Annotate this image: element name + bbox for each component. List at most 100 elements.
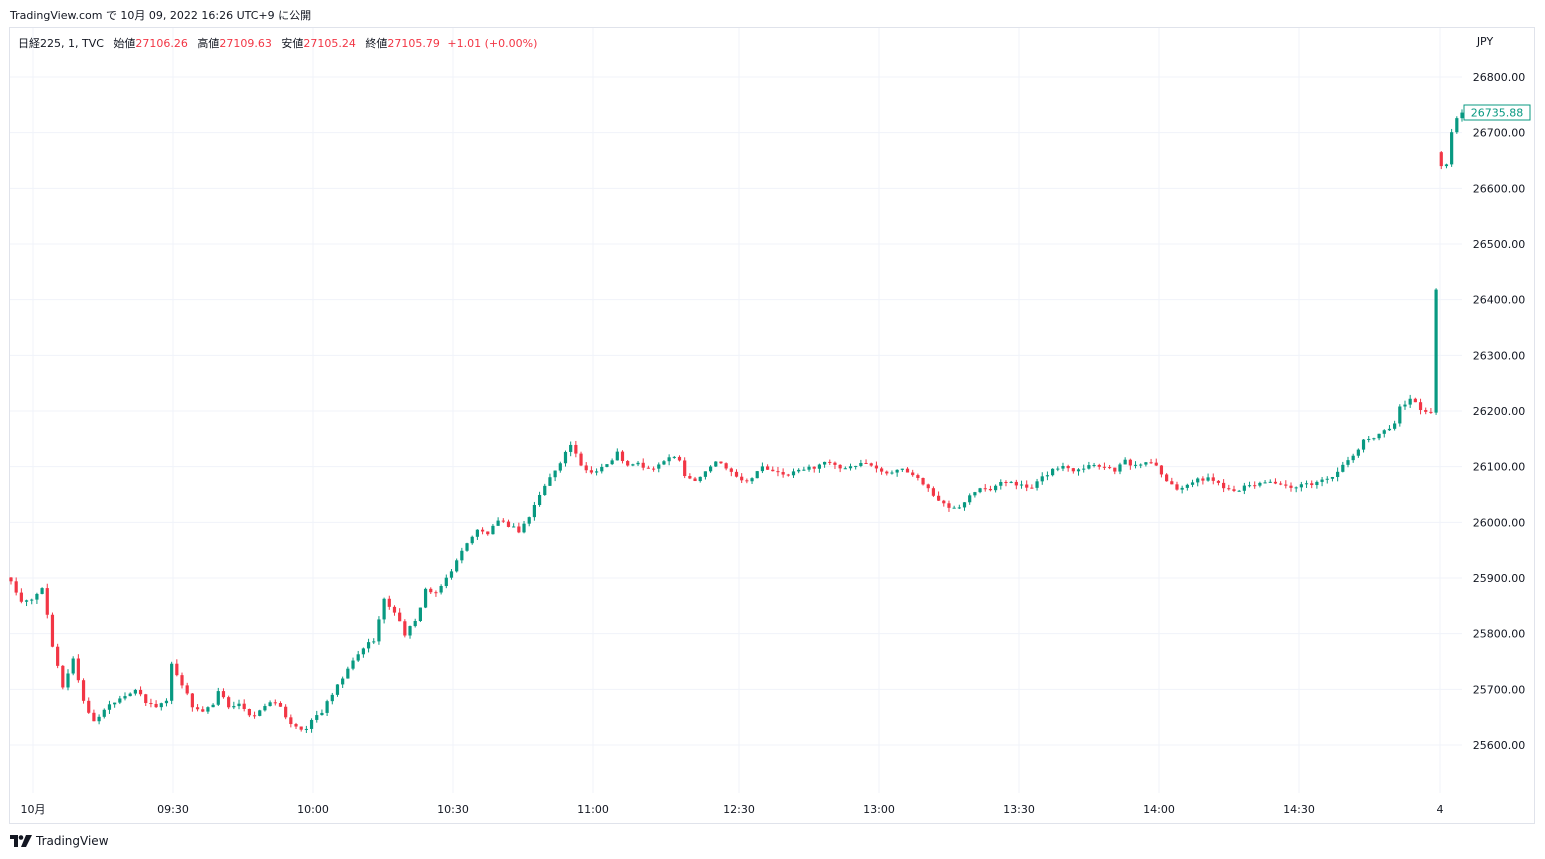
- candle-body: [1299, 484, 1303, 488]
- candle-body: [45, 588, 49, 615]
- candle-body: [1398, 406, 1402, 424]
- price-axis[interactable]: 26800.00 26700.00 26600.00 26500.00 26400.00…: [1473, 71, 1526, 752]
- candle-body: [429, 588, 433, 593]
- time-axis[interactable]: 10月 09:30 10:00 10:30 11:00 12:30 13:00 13:30 14…: [21, 803, 1444, 816]
- candle-body: [548, 477, 552, 486]
- candle-body: [1206, 477, 1210, 481]
- candle-body: [1051, 468, 1055, 476]
- candle-body: [802, 469, 806, 471]
- candle-body: [973, 492, 977, 496]
- candle-body: [1004, 481, 1008, 483]
- candle-body: [30, 599, 34, 601]
- candle-body: [937, 495, 941, 501]
- candle-body: [444, 577, 448, 587]
- candle-body: [1139, 464, 1143, 466]
- candle-body: [1190, 482, 1195, 485]
- candle-body: [605, 464, 609, 467]
- candle-body: [916, 475, 920, 479]
- candle-body: [449, 571, 454, 578]
- candle-body: [786, 474, 790, 476]
- candle-body: [1061, 465, 1065, 469]
- candle-body: [776, 471, 780, 473]
- price-tick-label: 26700.00: [1473, 127, 1526, 140]
- candle-body: [729, 468, 733, 472]
- candle-body: [1056, 468, 1060, 470]
- candle-body: [584, 465, 588, 471]
- candle-body: [1356, 449, 1360, 456]
- candle-body: [1175, 484, 1179, 490]
- candle-body: [1242, 485, 1246, 491]
- candle-body: [87, 700, 91, 713]
- time-tick-label: 4: [1437, 803, 1444, 816]
- candle-body: [537, 495, 542, 506]
- candle-body: [387, 598, 391, 607]
- candle-body: [890, 472, 894, 474]
- candle-body: [703, 471, 708, 477]
- candle-body: [237, 703, 241, 707]
- candle-body: [1211, 477, 1215, 481]
- candle-body: [71, 658, 75, 674]
- candle-body: [273, 702, 277, 704]
- candle-body: [284, 706, 288, 718]
- candle-body: [325, 701, 329, 713]
- candle-body: [180, 675, 184, 686]
- candle-body: [1330, 477, 1335, 479]
- currency-label: JPY: [1476, 35, 1494, 48]
- candle-body: [9, 577, 13, 582]
- tradingview-logo-icon: [10, 835, 32, 847]
- candle-body: [206, 707, 210, 712]
- candle-body: [1304, 483, 1309, 485]
- candle-body: [698, 476, 702, 482]
- candle-body: [278, 703, 283, 707]
- candle-body: [330, 694, 334, 702]
- candle-body: [1180, 487, 1184, 490]
- candle-body: [1325, 478, 1329, 480]
- candle-body: [662, 461, 666, 465]
- candle-body: [931, 488, 936, 496]
- candle-body: [501, 520, 505, 522]
- candle-body: [1014, 481, 1018, 486]
- candle-body: [486, 531, 490, 535]
- candle-body: [123, 696, 127, 699]
- candle-body: [309, 719, 314, 729]
- candle-body: [294, 724, 298, 727]
- candle-body: [569, 444, 573, 452]
- candle-body: [423, 588, 428, 608]
- candle-body: [268, 702, 272, 707]
- candle-body: [1216, 480, 1221, 483]
- candle-body: [258, 710, 262, 716]
- candle-body: [242, 703, 246, 709]
- candle-body: [724, 463, 728, 469]
- candle-body: [543, 485, 547, 496]
- candle-body: [377, 619, 381, 642]
- candle-body: [1310, 483, 1314, 486]
- candle-body: [957, 507, 961, 509]
- candle-body: [1372, 438, 1376, 440]
- candle-body: [1413, 398, 1417, 403]
- candle-body: [1165, 474, 1169, 482]
- candle-body: [968, 495, 972, 503]
- candle-body: [128, 693, 132, 697]
- candle-body: [988, 488, 993, 491]
- last-price-tag: 26735.88: [1463, 104, 1531, 121]
- footer-brand-label: TradingView: [36, 834, 109, 848]
- candle-body: [1387, 428, 1392, 431]
- candle-body: [1232, 489, 1236, 491]
- candle-body: [1424, 410, 1428, 412]
- candle-body: [822, 461, 827, 465]
- candle-body: [1258, 482, 1262, 486]
- candle-body: [1294, 487, 1298, 489]
- footer-brand[interactable]: TradingView: [10, 834, 109, 848]
- candle-body: [600, 466, 604, 472]
- candle-body: [833, 462, 837, 465]
- candle-body: [185, 685, 189, 694]
- candle-body: [496, 520, 500, 526]
- candle-body: [760, 466, 765, 472]
- candle-body: [765, 466, 770, 470]
- price-tick-label: 26000.00: [1473, 516, 1526, 529]
- candle-body: [470, 536, 474, 544]
- time-tick-label: 13:30: [1003, 803, 1035, 816]
- candle-body: [61, 665, 65, 688]
- candle-body: [1382, 430, 1386, 434]
